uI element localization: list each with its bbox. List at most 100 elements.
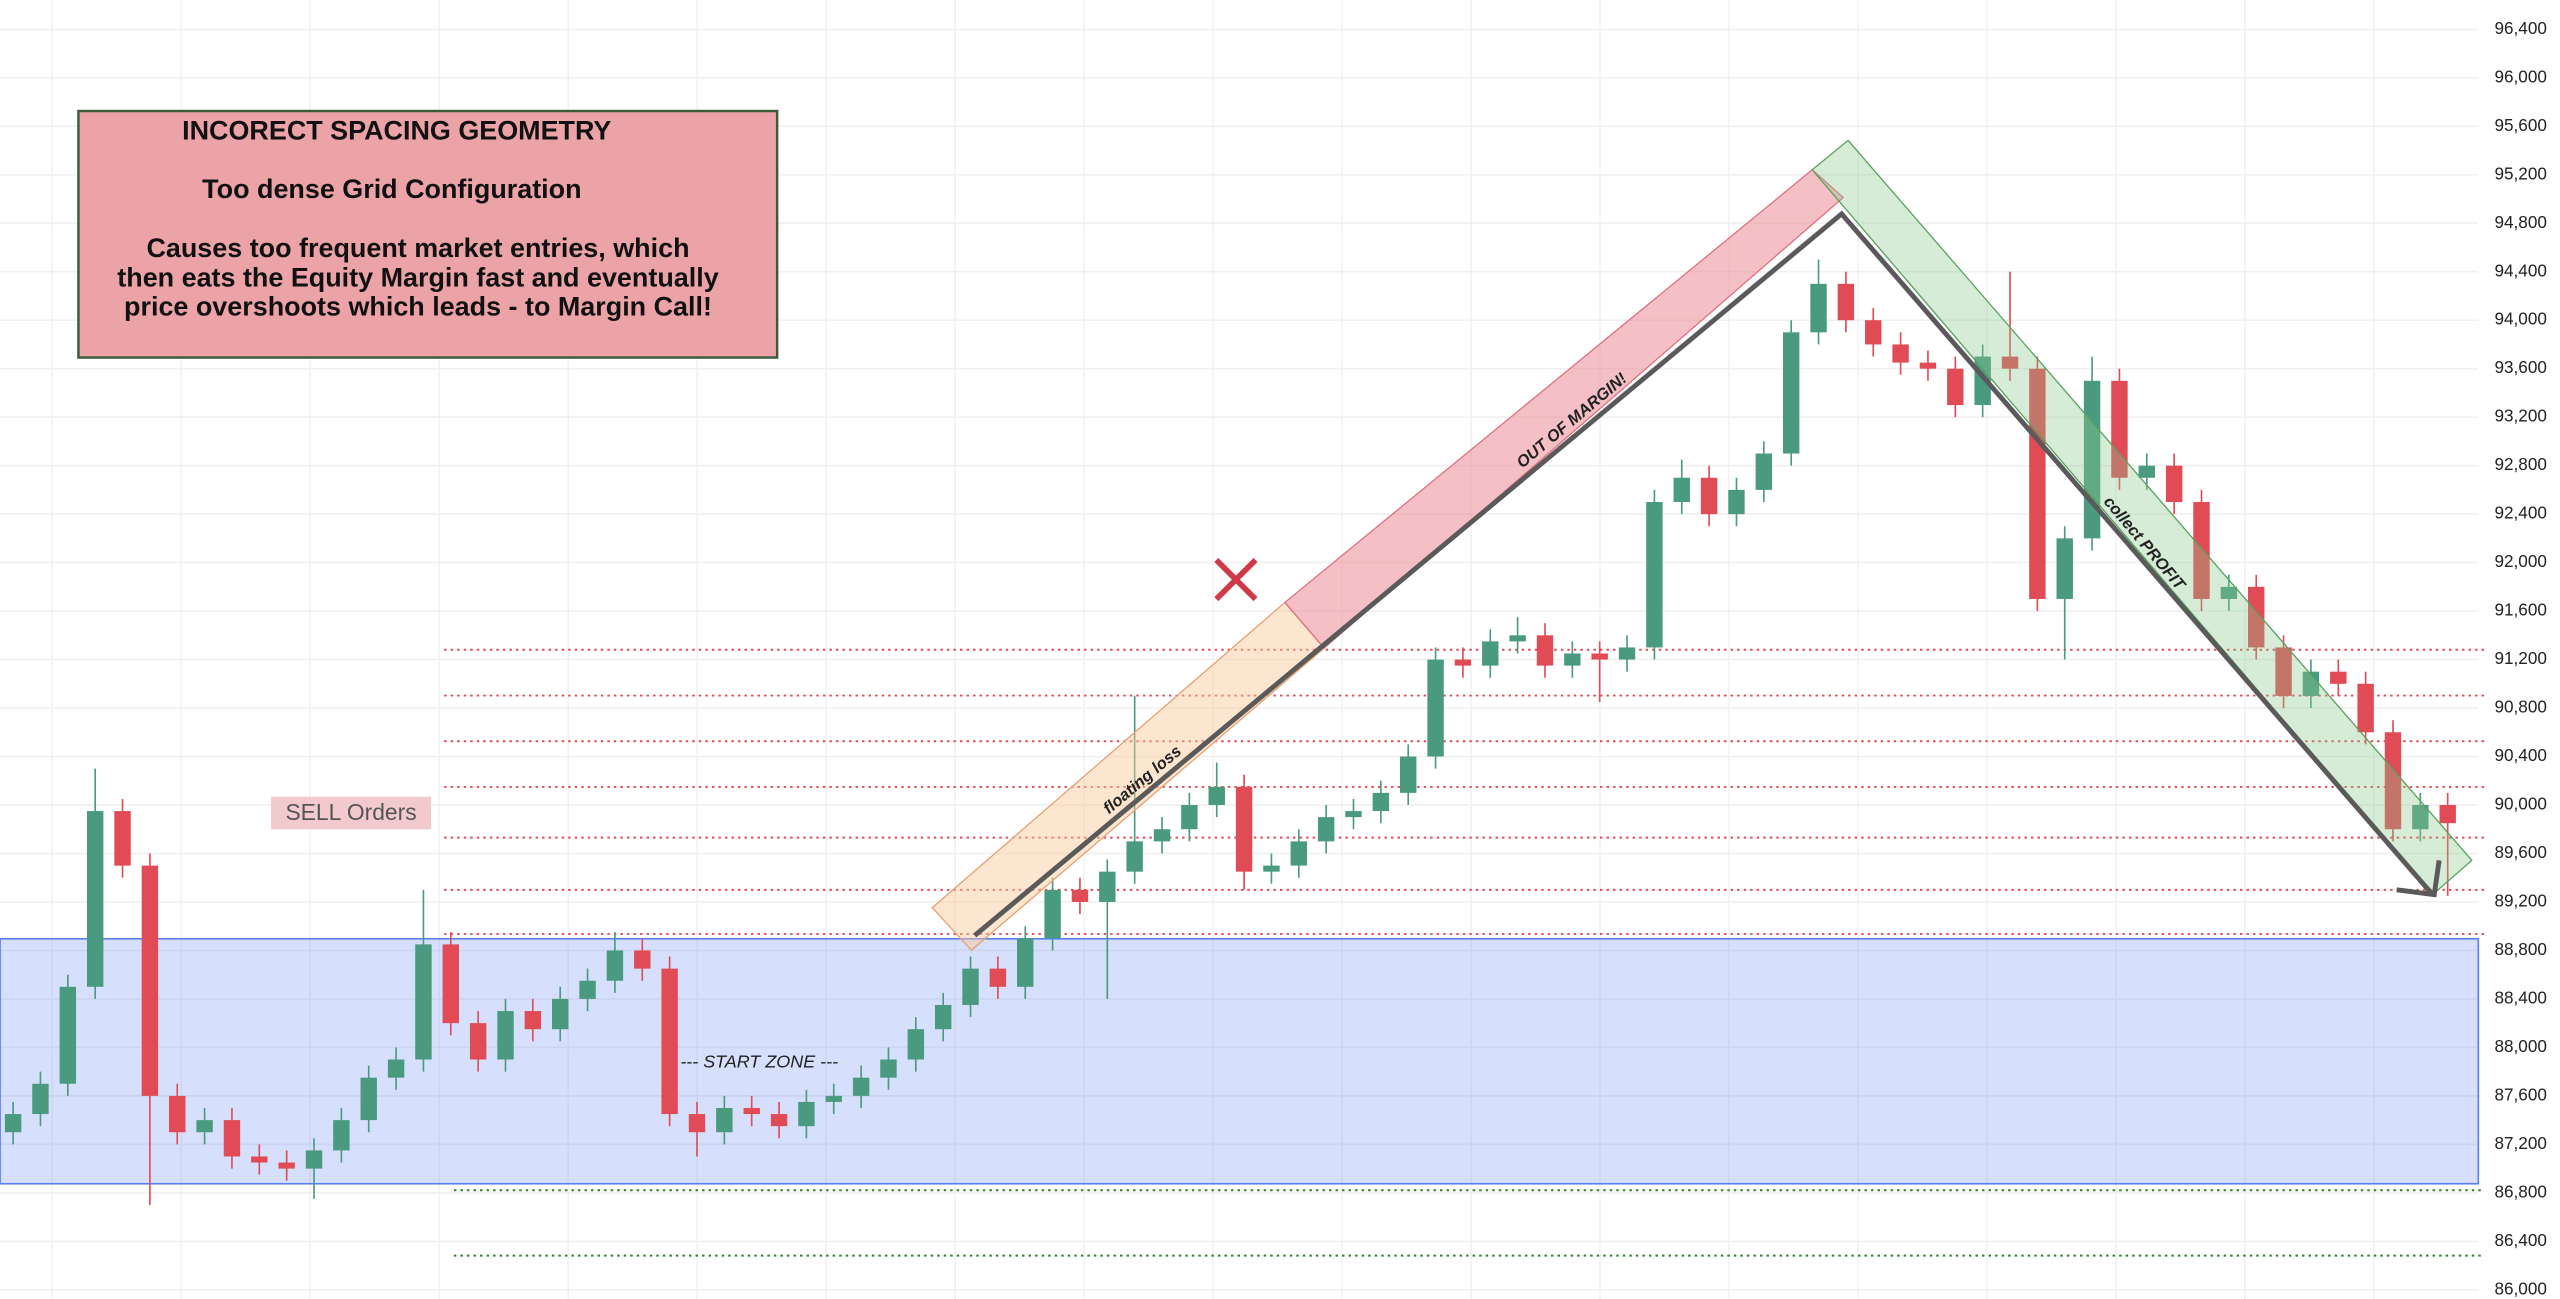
candle-body (1919, 362, 1937, 369)
candle-body (579, 980, 596, 999)
y-tick-label: 92,400 (2494, 503, 2546, 523)
candle-body (1947, 368, 1964, 406)
annotation: then eats the Equity Margin fast and eve… (117, 262, 718, 292)
y-tick-label: 94,000 (2494, 309, 2546, 329)
candle-body (1536, 635, 1554, 666)
candle-body (1208, 786, 1225, 805)
candle-body (1017, 938, 1034, 987)
candle-body (524, 1011, 542, 1030)
candle-body (2138, 465, 2156, 478)
candle-body (360, 1077, 377, 1121)
y-tick-label: 88,400 (2494, 987, 2546, 1007)
candle-body (907, 1029, 925, 1060)
y-tick-label: 89,200 (2494, 890, 2546, 910)
candle-body (2001, 356, 2019, 369)
candle-body (798, 1101, 815, 1127)
drawings: floating loss OUT OF MARGIN! collect PRO… (77, 109, 2473, 1072)
y-tick-label: 86,800 (2494, 1181, 2546, 1201)
candle-body (1700, 477, 1718, 515)
candle-body (661, 968, 678, 1115)
candle-body (606, 950, 624, 981)
candle-body (1317, 817, 1335, 842)
candle-body (716, 1107, 733, 1133)
candle-body (141, 865, 159, 1096)
candle-body (934, 1004, 952, 1030)
candle-body (223, 1120, 241, 1157)
note-box (77, 109, 779, 359)
y-tick-label: 95,200 (2494, 163, 2546, 183)
candle-body (2302, 671, 2320, 696)
candle-body (2330, 671, 2347, 684)
annotation: Causes too frequent market entries, whic… (146, 233, 689, 263)
y-tick-label: 91,200 (2494, 648, 2546, 668)
candle-body (880, 1059, 897, 1078)
candle-body (2412, 804, 2429, 830)
y-tick-label: 95,600 (2494, 115, 2546, 135)
candle-body (1810, 283, 1827, 333)
y-tick-label: 86,000 (2494, 1278, 2546, 1298)
y-tick-label: 94,400 (2494, 260, 2546, 280)
candle-body (634, 950, 651, 969)
annotation: price overshoots which leads - to Margin… (124, 292, 712, 322)
candle-body (1427, 659, 1444, 757)
candle-body (1099, 871, 1116, 902)
y-tick-label: 93,200 (2494, 406, 2546, 426)
candle-body (1044, 889, 1061, 939)
y-tick-label: 90,400 (2494, 745, 2546, 765)
candle-body (1153, 829, 1171, 842)
candle-body (1564, 653, 1581, 666)
candle-body (4, 1114, 22, 1133)
y-tick-label: 91,600 (2494, 600, 2546, 620)
candle-body (1290, 841, 1307, 866)
annotation: Too dense Grid Configuration (202, 174, 581, 204)
candle-body (32, 1083, 49, 1115)
annotation: SELL Orders (285, 799, 416, 825)
y-tick-label: 88,000 (2494, 1036, 2546, 1056)
candle-body (2056, 538, 2073, 599)
levels (0, 648, 2485, 1257)
y-axis: 86,000 86,400 86,800 87,200 87,600 88,000 88,4… (2494, 18, 2546, 1298)
candle-body (86, 811, 104, 987)
candle-body (1126, 841, 1143, 872)
y-tick-label: 89,600 (2494, 842, 2546, 862)
y-tick-label: 92,800 (2494, 454, 2546, 474)
candle-body (497, 1011, 514, 1060)
candle-body (2357, 683, 2374, 733)
y-tick-label: 88,800 (2494, 939, 2546, 959)
candle-body (1782, 332, 1800, 454)
y-tick-label: 96,400 (2494, 18, 2546, 38)
y-tick-label: 86,400 (2494, 1230, 2546, 1250)
floating-loss-band (931, 601, 1326, 952)
candle-body (2220, 586, 2238, 599)
candle-body (1673, 477, 1690, 503)
annotation: --- START ZONE --- (680, 1052, 838, 1072)
candle-body (1618, 647, 1636, 660)
candle-body (169, 1095, 186, 1133)
y-tick-label: 92,000 (2494, 551, 2546, 571)
candle-body (2193, 502, 2210, 599)
candle-body (278, 1162, 295, 1169)
candle-body (743, 1107, 760, 1115)
out-of-margin-band (1283, 168, 1845, 650)
candle-body (852, 1077, 870, 1096)
start-zone (0, 937, 2480, 1185)
candle-body (1509, 635, 1526, 642)
candle-body (1263, 865, 1280, 872)
candle-body (2248, 586, 2265, 648)
y-tick-label: 90,000 (2494, 794, 2546, 814)
y-tick-label: 93,600 (2494, 357, 2546, 377)
candle-body (1400, 756, 1417, 793)
candle-body (1181, 804, 1198, 830)
candle-body (2275, 647, 2292, 696)
profit-band (1811, 139, 2473, 896)
candle-body (1071, 889, 1089, 902)
candle-body (2384, 732, 2402, 830)
candles (4, 259, 2456, 1205)
sell-orders-tag (271, 796, 432, 830)
candle-body (251, 1156, 268, 1163)
y-tick-label: 96,000 (2494, 66, 2546, 86)
candle-body (305, 1150, 323, 1169)
candle-body (688, 1114, 706, 1133)
candle-body (770, 1114, 788, 1127)
